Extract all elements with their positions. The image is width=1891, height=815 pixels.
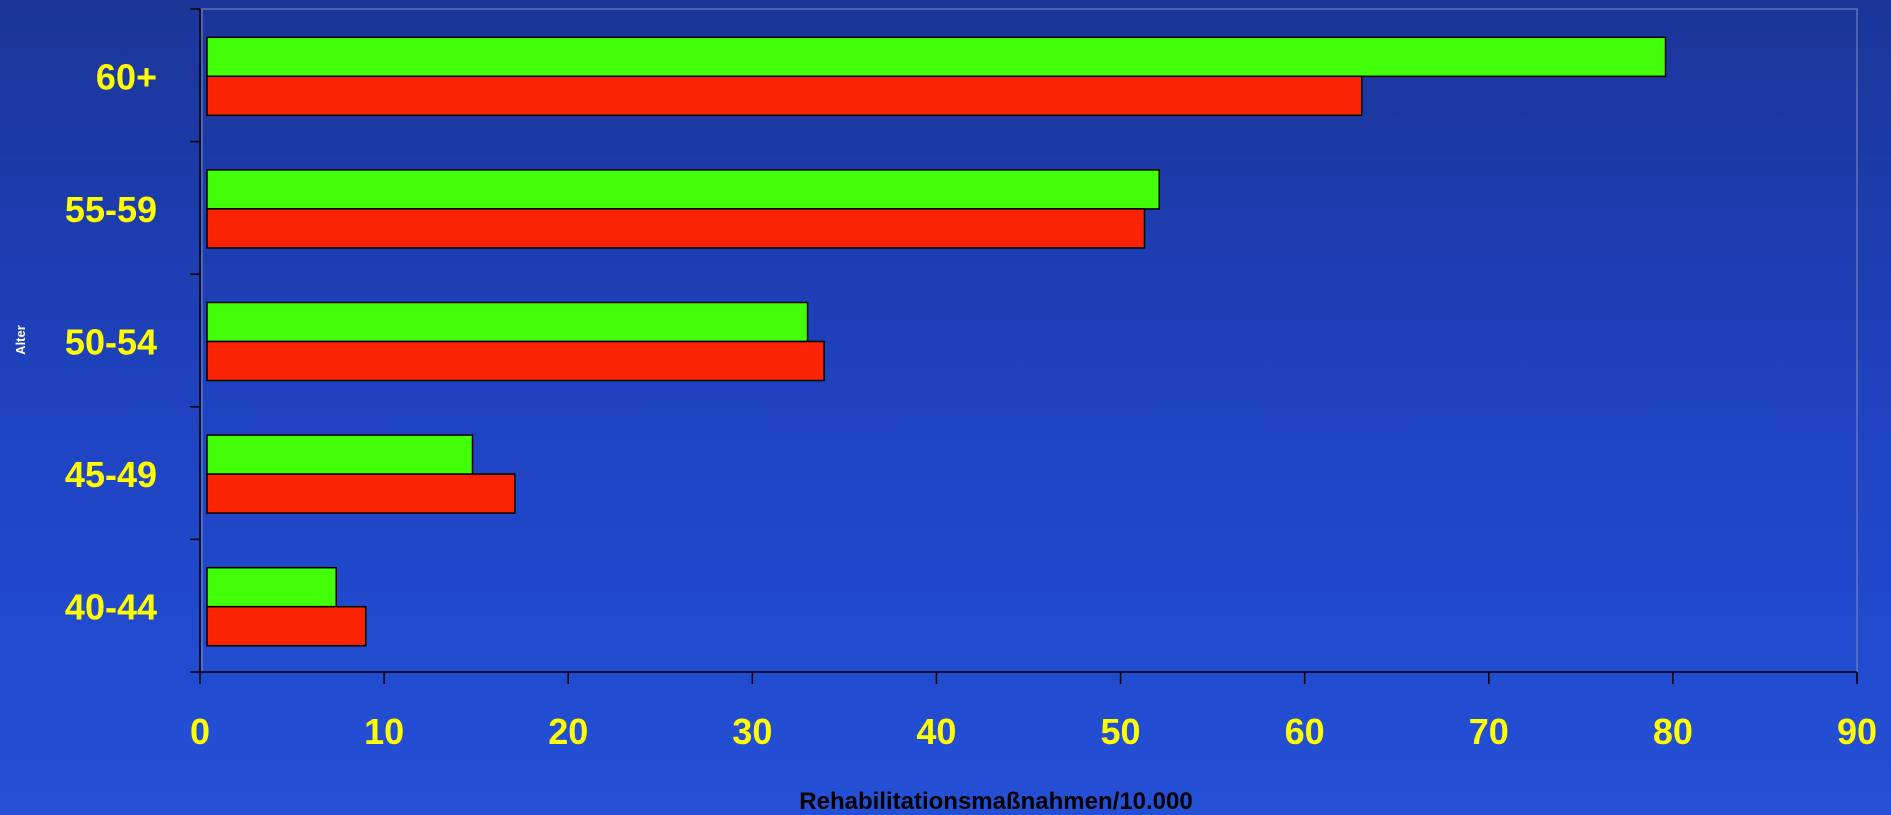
- category-label: 50-54: [65, 322, 157, 363]
- category-label: 40-44: [65, 587, 157, 628]
- category-label: 60+: [96, 56, 157, 97]
- x-tick-label: 40: [916, 711, 956, 752]
- bar-group: [206, 36, 1667, 647]
- bar-red-45-49: [206, 473, 516, 514]
- x-tick-label: 60: [1285, 711, 1325, 752]
- bar-red-55-59: [206, 208, 1146, 249]
- axes: [190, 8, 1858, 684]
- x-tick-label: 30: [732, 711, 772, 752]
- x-tick-label: 70: [1469, 711, 1509, 752]
- x-tick-label: 80: [1653, 711, 1693, 752]
- bar-green-45-49: [206, 434, 474, 475]
- bar-red-60+: [206, 75, 1363, 117]
- x-tick-label: 90: [1837, 711, 1877, 752]
- bar-green-50-54: [206, 301, 809, 343]
- bar-green-60+: [206, 36, 1667, 78]
- bar-green-55-59: [206, 169, 1160, 210]
- category-label: 45-49: [65, 454, 157, 495]
- bar-red-40-44: [206, 605, 367, 647]
- bar-red-50-54: [206, 340, 825, 382]
- x-tick-labels: 0 10 20 30 40 50 60 70 80 90: [190, 711, 1877, 752]
- y-axis-title: Alter: [13, 325, 28, 355]
- x-tick-label: 50: [1101, 711, 1141, 752]
- bar-green-40-44: [206, 566, 337, 608]
- x-tick-label: 0: [190, 711, 210, 752]
- x-tick-label: 10: [364, 711, 404, 752]
- category-labels: 40-44 45-49 50-54 55-59 60+: [65, 56, 157, 627]
- x-tick-label: 20: [548, 711, 588, 752]
- category-label: 55-59: [65, 189, 157, 230]
- x-axis-title: Rehabilitationsmaßnahmen/10.000: [799, 788, 1192, 815]
